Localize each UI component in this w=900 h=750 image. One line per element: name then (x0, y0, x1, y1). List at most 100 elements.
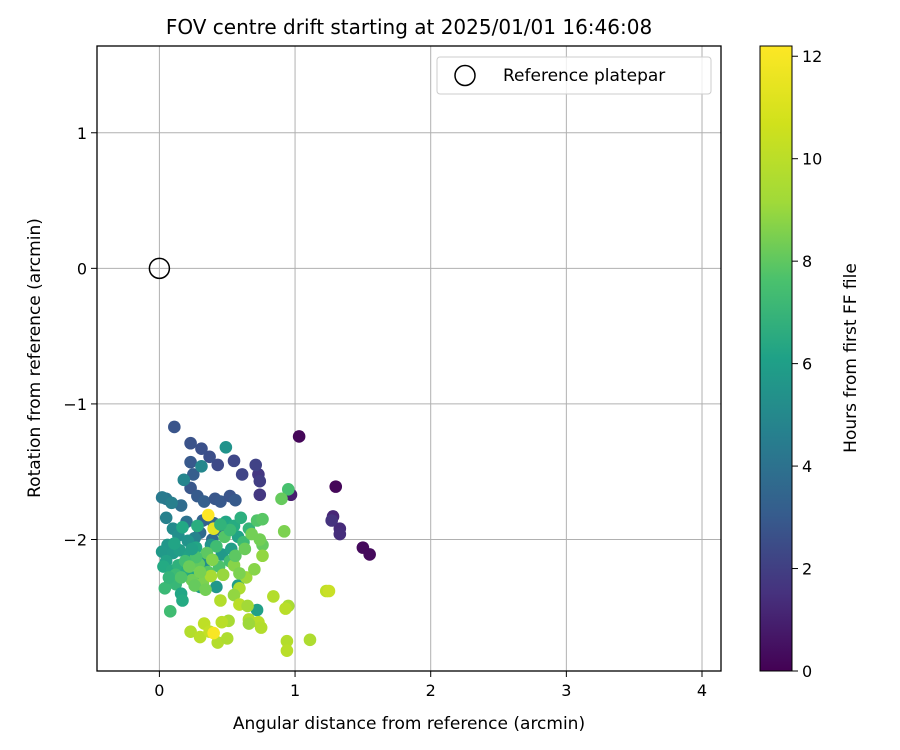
y-tick-label-2: 0 (77, 259, 87, 278)
colorbar-tick-label-4: 8 (802, 252, 812, 271)
data-point-148 (248, 563, 261, 576)
data-point-135 (238, 542, 252, 556)
data-point-88 (281, 483, 295, 496)
data-point-11 (253, 488, 267, 502)
y-axis-ticks: −2 −1 0 1 (63, 124, 97, 549)
x-tick-label-2: 2 (426, 681, 436, 700)
data-point-15 (211, 458, 225, 472)
plot-frame (96, 45, 722, 672)
x-tick-label-4: 4 (697, 681, 707, 700)
legend: Reference platepar (436, 56, 712, 95)
data-point-38 (159, 511, 173, 525)
data-point-8 (325, 514, 338, 527)
colorbar-label: Hours from first FF file (841, 263, 861, 453)
data-point-103 (279, 602, 292, 615)
data-point-138 (214, 518, 227, 531)
data-point-130 (162, 571, 176, 584)
data-point-10 (253, 474, 267, 488)
data-point-89 (275, 492, 288, 506)
data-point-61 (158, 581, 172, 595)
data-point-134 (229, 549, 242, 563)
colorbar-tick-label-2: 4 (802, 457, 812, 476)
data-point-143 (174, 571, 188, 584)
data-point-109 (215, 615, 229, 629)
chart-title: FOV centre drift starting at 2025/01/01 … (166, 15, 652, 39)
y-tick-label-1: −1 (63, 395, 87, 414)
data-point-120 (322, 584, 336, 598)
data-point-100 (241, 599, 254, 613)
data-point-133 (206, 553, 219, 567)
data-point-91 (256, 549, 269, 563)
data-point-18 (184, 436, 197, 450)
data-point-67 (250, 603, 264, 617)
data-point-63 (176, 594, 189, 607)
data-point-112 (193, 630, 207, 644)
data-point-1 (329, 480, 343, 493)
data-point-98 (214, 594, 227, 607)
data-point-121 (201, 508, 215, 522)
data-point-0 (292, 430, 306, 443)
y-tick-label-0: −2 (63, 530, 87, 549)
data-point-132 (193, 565, 207, 579)
grid-lines (97, 46, 721, 671)
data-point-90 (277, 525, 291, 538)
data-point-140 (176, 520, 189, 534)
data-point-28 (229, 493, 242, 507)
data-point-40 (177, 473, 191, 487)
data-point-7 (333, 527, 347, 541)
colorbar-gradient (759, 45, 793, 672)
data-point-131 (182, 560, 196, 573)
data-point-118 (303, 633, 317, 647)
data-point-17 (195, 442, 208, 455)
data-point-117 (280, 644, 294, 657)
data-point-139 (191, 519, 204, 533)
y-tick-label-3: 1 (77, 124, 87, 143)
x-tick-label-3: 3 (561, 681, 571, 700)
data-point-19 (168, 420, 181, 434)
data-point-147 (233, 567, 246, 580)
data-point-34 (174, 499, 188, 512)
data-point-146 (163, 605, 177, 618)
data-point-142 (168, 537, 181, 550)
data-point-115 (220, 632, 234, 645)
data-point-144 (188, 579, 201, 592)
colorbar-tick-label-5: 10 (802, 150, 822, 169)
data-point-111 (184, 625, 197, 638)
data-point-106 (254, 621, 268, 634)
data-point-21 (187, 468, 200, 481)
reference-marker (148, 257, 171, 280)
x-tick-label-1: 1 (290, 681, 300, 700)
data-point-75 (234, 511, 248, 525)
data-point-122 (207, 626, 220, 640)
data-point-65 (210, 580, 223, 594)
data-point-20 (184, 455, 197, 469)
data-point-26 (214, 495, 227, 508)
data-point-85 (256, 512, 269, 526)
colorbar-tick-label-6: 12 (802, 47, 822, 66)
data-point-93 (216, 568, 230, 582)
data-point-24 (197, 495, 211, 508)
data-point-41 (195, 459, 208, 473)
colorbar: 0 2 4 6 8 10 12 Hours from first FF file (759, 45, 861, 681)
data-point-42 (219, 441, 233, 454)
x-axis-ticks: 0 1 2 3 4 (154, 671, 707, 700)
colorbar-tick-label-3: 6 (802, 355, 812, 374)
data-point-3 (363, 548, 376, 561)
data-point-48 (155, 545, 169, 558)
data-points (155, 420, 376, 657)
data-point-37 (165, 496, 178, 510)
data-point-107 (242, 617, 256, 630)
data-point-137 (223, 523, 237, 537)
legend-entry-reference: Reference platepar (503, 66, 665, 86)
colorbar-tick-label-1: 2 (802, 560, 812, 579)
reference-platepar-point (148, 257, 171, 280)
data-point-141 (185, 542, 199, 556)
x-axis-label: Angular distance from reference (arcmin) (233, 714, 585, 734)
data-point-145 (199, 583, 212, 596)
data-point-12 (249, 458, 263, 472)
data-point-124 (210, 539, 223, 553)
data-point-36 (155, 491, 169, 504)
colorbar-ticks: 0 2 4 6 8 10 12 (792, 47, 822, 681)
legend-box (436, 56, 712, 95)
